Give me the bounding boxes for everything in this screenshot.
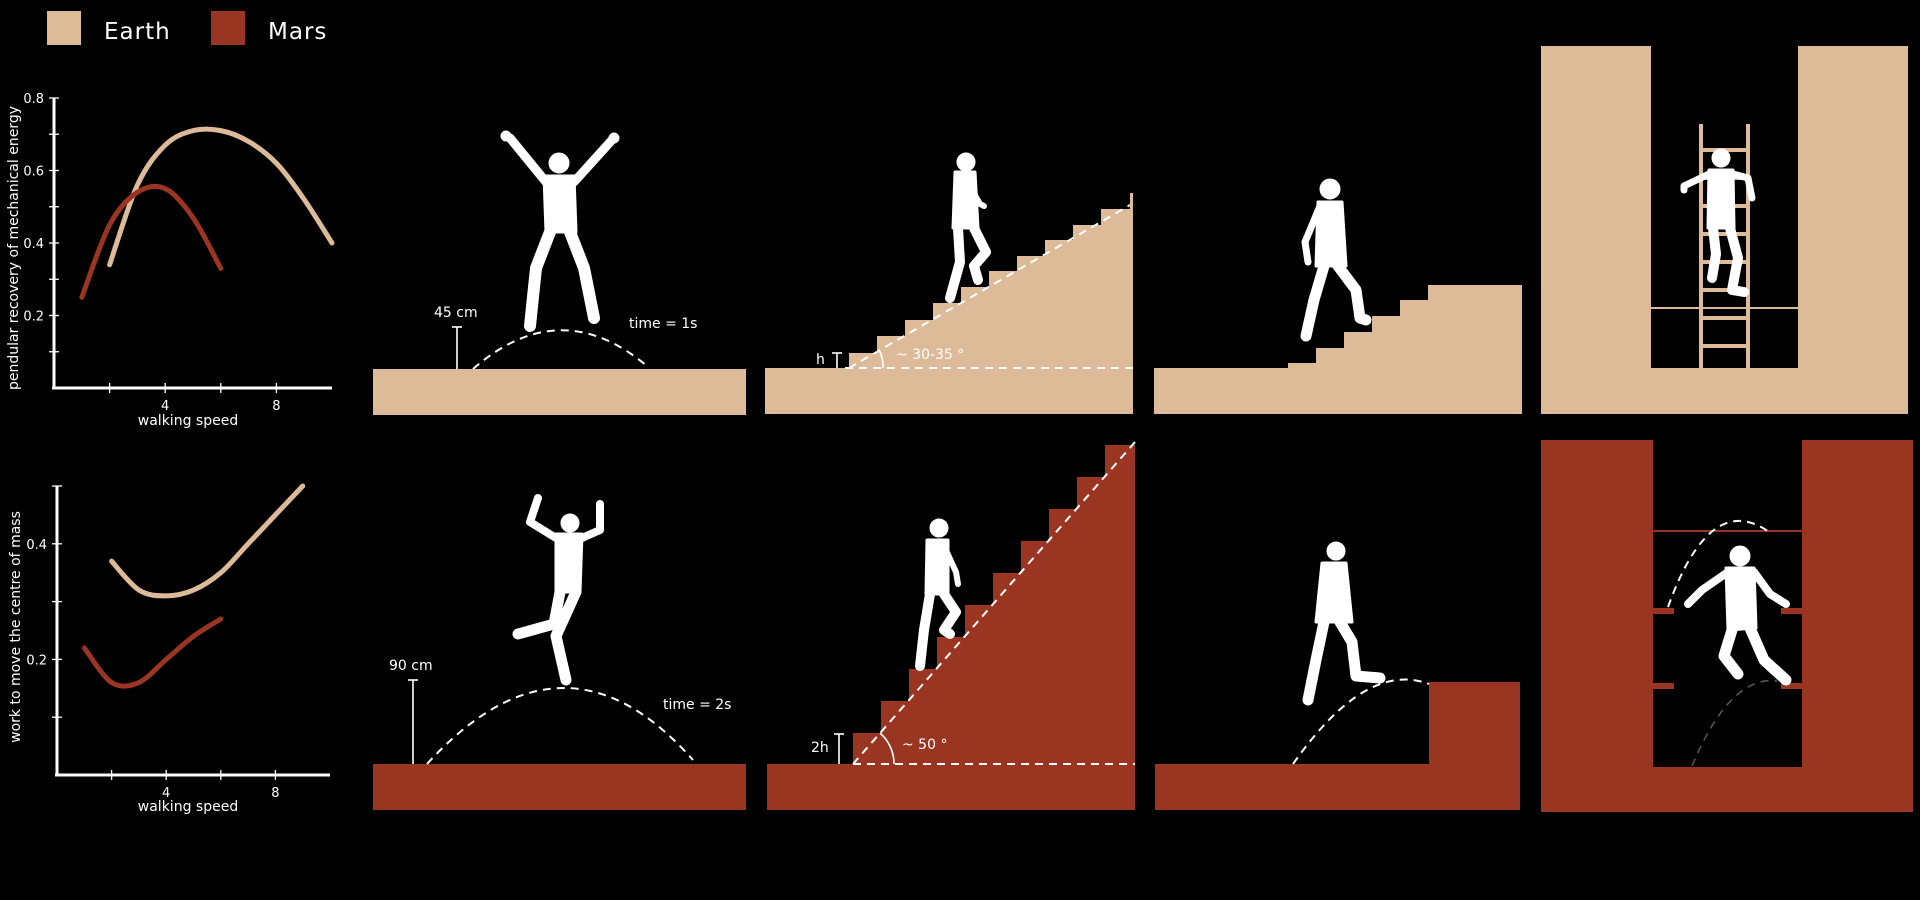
chart-work-centre-of-mass: 4 8 0.2 0.4 walking speed work to move the… [8,483,330,815]
series-line-mars [79,183,224,300]
mars-handhold-left-lower [1653,683,1674,689]
earth-jump-height-label: 45 cm [434,305,478,321]
earth-walk-ground [1154,368,1522,414]
earth-step-height-label: h [816,352,825,368]
mars-jump-panel: 90 cm time = 2s [373,494,746,810]
earth-jump-arc [472,329,648,370]
legend-swatch-mars [211,11,245,45]
x-tick-label: 4 [161,399,169,414]
chart2-axes [55,486,330,777]
earth-stairs-angle-label: ~ 30-35 ° [896,347,964,363]
earth-stairs [849,193,1133,368]
mars-walk-panel [1155,541,1520,810]
mars-walk-arc [1292,678,1430,765]
mars-jump-ground [373,764,746,810]
legend-label-mars: Mars [268,19,327,45]
mars-stairs-ground [767,764,1135,810]
mars-handhold-right-upper [1781,608,1802,614]
earth-jump-time-label: time = 1s [629,316,697,332]
series-line-mars [81,616,224,689]
legend: Earth Mars [47,11,327,45]
y-tick-label: 0.6 [23,165,44,180]
mars-stairs-angle-label: ~ 50 ° [902,737,947,753]
legend-swatch-earth [47,11,81,45]
mars-stairs-slope-line [852,441,1136,765]
earth-stairs-panel: h ~ 30-35 ° [765,152,1133,414]
mars-step-height-label: 2h [811,740,829,756]
earth-stairs-angle-arc [878,349,884,369]
chart2-x-axis-label: walking speed [138,799,238,815]
y-tick-label: 0.4 [26,538,47,553]
mars-handhold-left-upper [1653,608,1674,614]
y-tick-label: 0.2 [26,653,47,668]
earth-stairs-ground [765,368,1133,414]
mars-handhold-right-lower [1781,683,1802,689]
earth-shaft [1541,46,1908,414]
legend-label-earth: Earth [104,19,171,45]
walking-person-figure [1300,178,1372,342]
earth-ladder-panel [1541,46,1908,414]
mars-stair-climbing-person-figure [915,518,961,671]
series-line-earth [109,483,306,599]
chart1-axes [52,98,332,390]
chart1-y-axis-label: pendular recovery of mechanical energy [6,106,22,390]
earth-stairs-slope-line [848,204,1131,369]
chart-pendular-recovery: 4 8 0.2 0.4 0.6 0.8 walking speed pendular r… [6,92,335,429]
mars-climb-panel [1541,440,1913,812]
x-tick-label: 4 [162,786,170,801]
x-tick-label: 8 [272,399,280,414]
earth-walk-steps [1288,285,1522,368]
mars-ledge-climbing-person-figure [1684,545,1792,686]
mars-jump-height-label: 90 cm [389,658,433,674]
mars-stairs-panel: 2h ~ 50 ° [767,441,1136,810]
mars-jumping-person-figure [512,494,604,686]
y-tick-label: 0.2 [23,310,44,325]
x-tick-label: 8 [271,786,279,801]
mars-climb-arc-lower [1691,679,1778,767]
series-line-earth [107,126,335,268]
mars-jump-time-label: time = 2s [663,697,731,713]
earth-jump-panel: 45 cm time = 1s [373,130,746,415]
earth-jump-ground [373,369,746,415]
earth-walk-panel [1154,178,1522,414]
mars-shaft [1541,440,1913,812]
y-tick-label: 0.4 [23,237,44,252]
chart1-x-axis-label: walking speed [138,413,238,429]
y-tick-label: 0.8 [23,92,44,107]
mars-jump-arc [426,687,694,765]
mars-stairs-angle-arc [879,732,895,765]
stair-climbing-person-figure [945,152,991,303]
jumping-person-figure [500,130,620,332]
mars-walking-person-figure [1302,541,1386,706]
ladder-climbing-person-figure [1680,148,1756,297]
mars-walk-ground [1155,682,1520,810]
mars-climb-arc [1667,519,1770,608]
chart2-y-axis-label: work to move the centre of mass [8,511,24,743]
